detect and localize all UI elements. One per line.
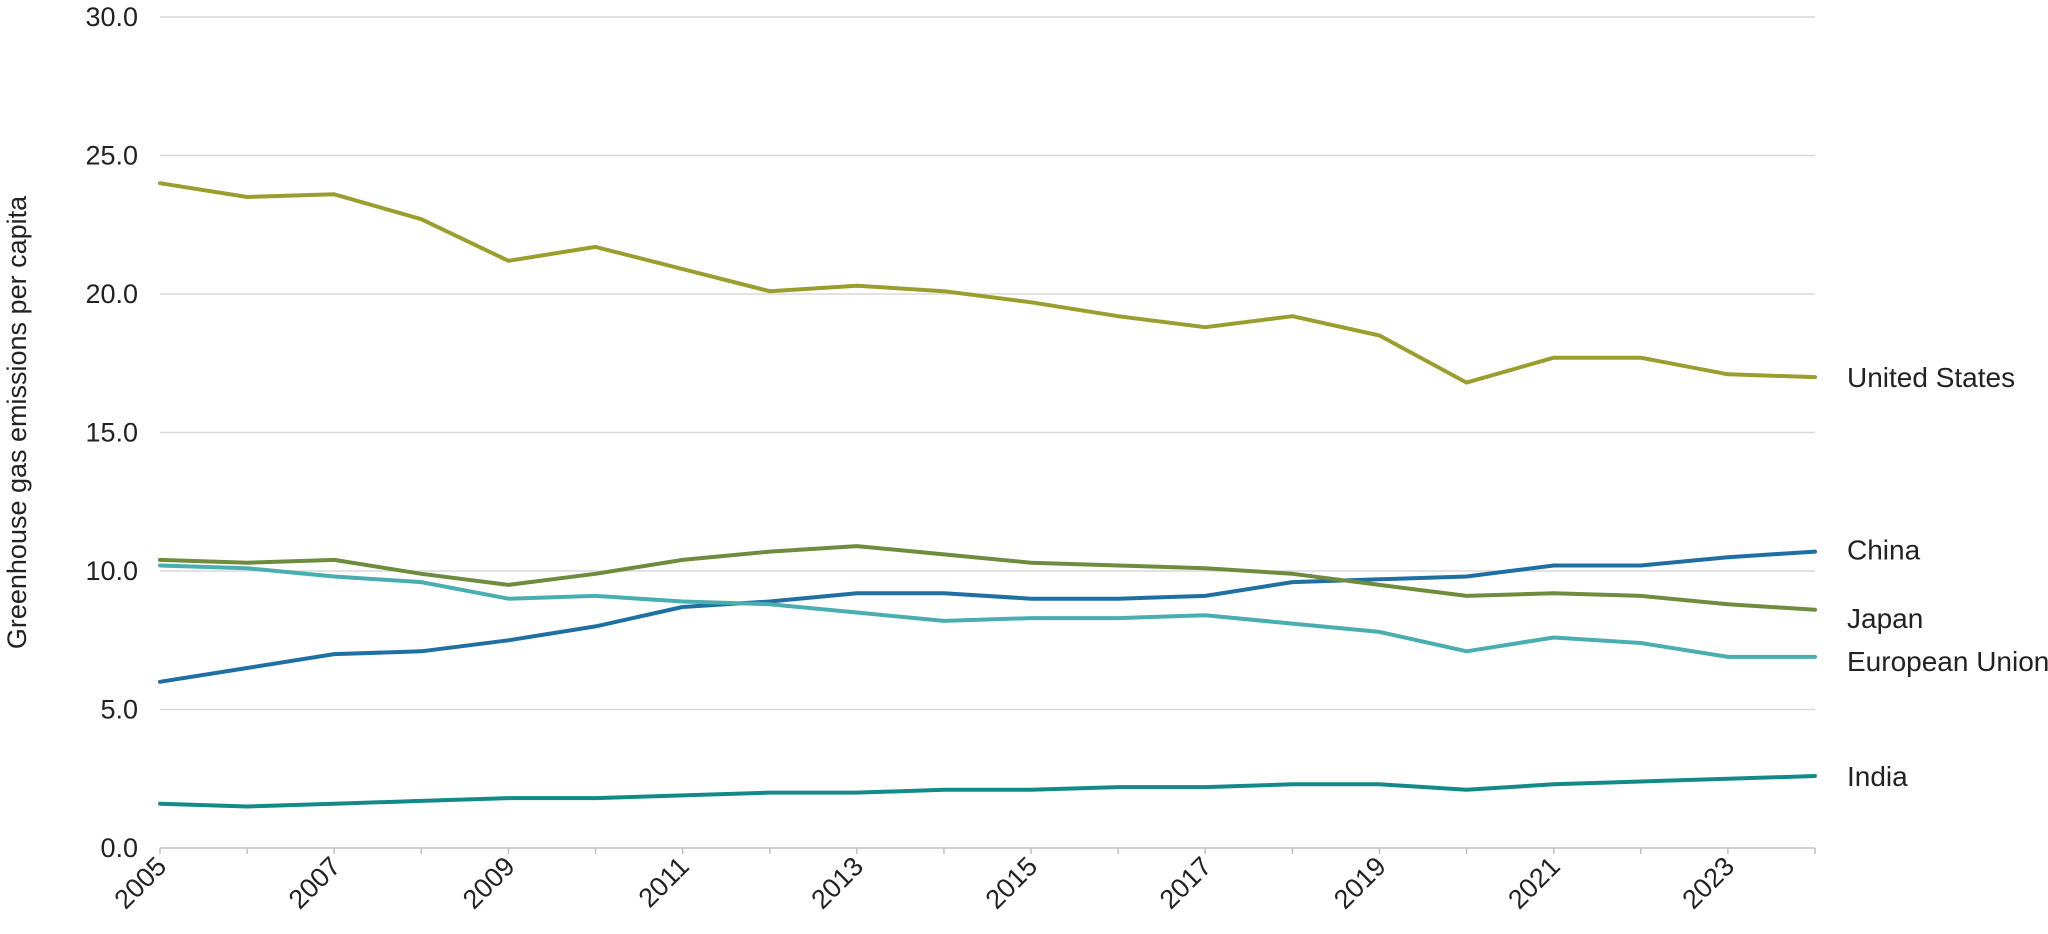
series-line-china — [158, 549, 1817, 684]
y-axis-title: Greenhouse gas emissions per capita — [2, 195, 32, 649]
y-tick-label: 10.0 — [85, 556, 138, 586]
y-tick-label: 5.0 — [100, 695, 138, 725]
series-labels: United States China Japan European Union Ind… — [1847, 362, 2048, 792]
x-tick-label: 2015 — [980, 851, 1044, 915]
series-label-india: India — [1847, 761, 1908, 792]
series-label-china: China — [1847, 535, 1921, 566]
y-tick-label: 0.0 — [100, 833, 138, 863]
y-axis-ticks: 0.0 5.0 10.0 15.0 20.0 25.0 30.0 — [85, 2, 138, 863]
series-lines — [158, 181, 1817, 809]
x-tick-label: 2011 — [633, 851, 695, 913]
y-tick-label: 30.0 — [85, 2, 138, 32]
y-tick-label: 15.0 — [85, 418, 138, 448]
series-label-japan: Japan — [1847, 603, 1923, 634]
x-axis-ticks: 2005 2007 2009 2011 2013 2015 2017 2019 2021 2023 — [109, 848, 1816, 915]
x-tick-label: 2023 — [1676, 851, 1740, 915]
series-label-european-union: European Union — [1847, 646, 2048, 677]
series-line-japan — [158, 544, 1817, 612]
x-tick-label: 2009 — [457, 851, 521, 915]
series-line-european-union — [158, 563, 1817, 659]
x-tick-label: 2019 — [1328, 851, 1392, 915]
x-tick-label: 2007 — [283, 851, 347, 915]
x-tick-label: 2017 — [1154, 851, 1218, 915]
gridlines — [160, 16, 1815, 849]
series-line-india — [158, 774, 1817, 809]
series-line-united-states — [158, 181, 1817, 385]
y-tick-label: 25.0 — [85, 141, 138, 171]
series-label-united-states: United States — [1847, 362, 2015, 393]
x-tick-label: 2021 — [1502, 851, 1566, 915]
y-tick-label: 20.0 — [85, 279, 138, 309]
x-tick-label: 2013 — [805, 851, 869, 915]
